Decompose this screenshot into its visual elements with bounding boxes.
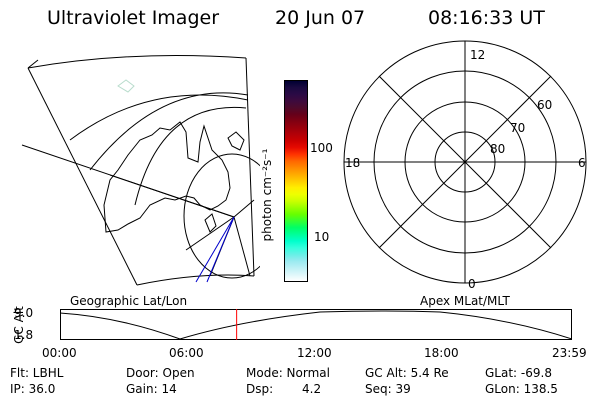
info-door: Door: Open	[126, 366, 195, 380]
colorbar-tick-10: 10	[314, 230, 330, 244]
date-label: 20 Jun 07	[275, 7, 366, 29]
coastline	[227, 131, 245, 151]
orbit-ytick-low: 1.8	[14, 328, 34, 342]
info-gc-alt: GC Alt: 5.4 Re	[365, 366, 449, 380]
app-title: Ultraviolet Imager	[47, 7, 220, 29]
latitude-arc	[89, 92, 249, 171]
orbit-xtick-1800: 18:00	[424, 346, 459, 360]
ground-track	[206, 216, 235, 283]
info-glat: GLat: -69.8	[485, 366, 552, 380]
orbit-xtick-0000: 00:00	[42, 346, 77, 360]
time-label: 08:16:33 UT	[428, 7, 545, 29]
polar-plot	[343, 40, 587, 284]
polar-label-left: 18	[345, 156, 361, 170]
geographic-map	[21, 55, 260, 286]
colorbar-unit-label: photon cm⁻²s⁻¹	[260, 148, 274, 242]
coastline	[204, 213, 217, 233]
latitude-arc	[69, 94, 249, 141]
altitude-curve	[60, 310, 572, 340]
info-glon: GLon: 138.5	[485, 382, 558, 396]
map-boundary-left	[27, 67, 138, 286]
info-mode: Mode: Normal	[246, 366, 330, 380]
orbit-xtick-2359: 23:59	[552, 346, 587, 360]
info-dsp-value: 4.2	[302, 382, 322, 396]
meridian-line	[233, 216, 251, 277]
polar-label-bottom: 0	[468, 277, 476, 291]
info-flt: Flt: LBHL	[10, 366, 64, 380]
orbit-xtick-1200: 12:00	[297, 346, 332, 360]
info-ip: IP: 36.0	[10, 382, 56, 396]
orbit-left-label: Geographic Lat/Lon	[70, 294, 188, 308]
polar-ring-label-70: 70	[510, 121, 526, 135]
info-gain: Gain: 14	[126, 382, 177, 396]
polar-ring-label-80: 80	[490, 142, 506, 156]
colorbar-tick-100: 100	[310, 141, 333, 155]
orbit-altitude-plot	[60, 309, 572, 340]
latitude-arc	[134, 106, 247, 206]
orbit-right-label: Apex MLat/MLT	[420, 294, 510, 308]
orbit-ytick-high: 9.0	[14, 306, 34, 320]
polar-diagonal	[378, 75, 552, 249]
meridian-line	[233, 199, 255, 218]
colorbar	[284, 80, 308, 282]
meridian-line	[109, 174, 235, 218]
map-boundary-right	[245, 57, 255, 277]
coastline	[103, 121, 231, 233]
pole-ellipse	[183, 153, 260, 279]
ground-track	[195, 216, 235, 283]
polar-label-top: 12	[470, 48, 486, 62]
colorbar-gradient	[285, 81, 307, 281]
faint-coastline	[117, 79, 135, 93]
polar-ring-label-60: 60	[537, 98, 553, 112]
info-seq: Seq: 39	[365, 382, 411, 396]
polar-label-right: 6	[578, 156, 586, 170]
orbit-xtick-0600: 06:00	[169, 346, 204, 360]
info-dsp-label: Dsp:	[246, 382, 274, 396]
meridian-line	[185, 216, 235, 251]
